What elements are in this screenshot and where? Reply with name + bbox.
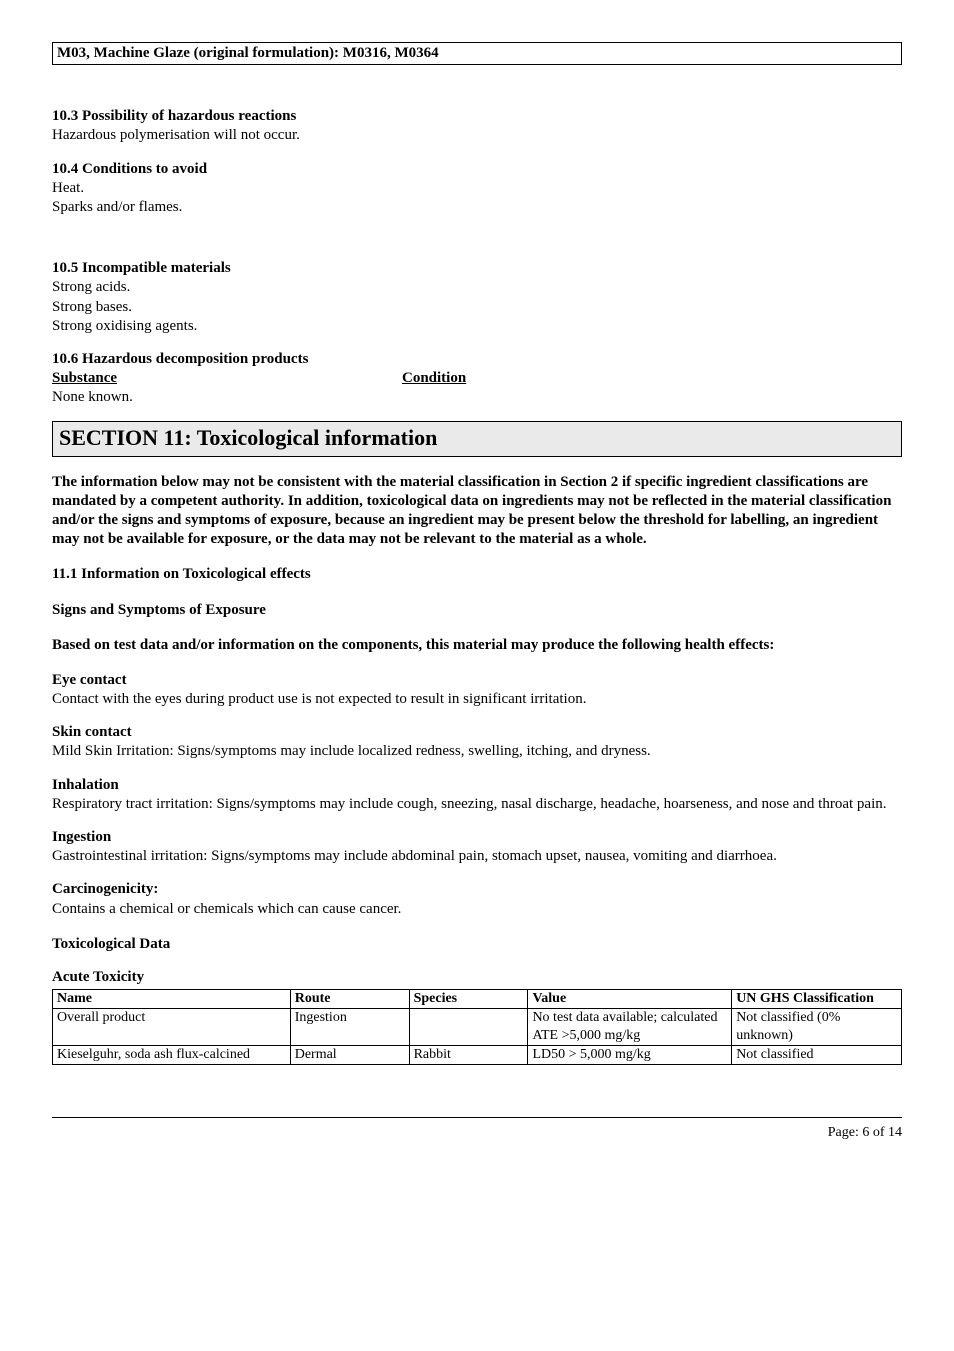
body-carcinogenicity: Contains a chemical or chemicals which c… [52,900,902,919]
td-species [409,1009,528,1046]
table-header-row: Name Route Species Value UN GHS Classifi… [53,990,902,1009]
heading-signs: Signs and Symptoms of Exposure [52,601,902,620]
td-classification: Not classified [732,1045,902,1064]
th-classification: UN GHS Classification [732,990,902,1009]
page-number: Page: 6 of 14 [828,1125,902,1140]
td-route: Dermal [290,1045,409,1064]
th-species: Species [409,990,528,1009]
heading-tox-data: Toxicological Data [52,935,902,954]
td-name: Kieselguhr, soda ash flux-calcined [53,1045,291,1064]
heading-10-4: 10.4 Conditions to avoid [52,160,902,179]
body-skin: Mild Skin Irritation: Signs/symptoms may… [52,742,902,761]
table-row: Overall product Ingestion No test data a… [53,1009,902,1046]
body-inhalation: Respiratory tract irritation: Signs/symp… [52,795,902,814]
body-10-3: Hazardous polymerisation will not occur. [52,126,902,145]
th-value: Value [528,990,732,1009]
heading-acute-toxicity: Acute Toxicity [52,968,902,987]
heading-eye: Eye contact [52,671,902,690]
heading-based-on: Based on test data and/or information on… [52,636,902,655]
page-footer: Page: 6 of 14 [52,1117,902,1142]
body-ingestion: Gastrointestinal irritation: Signs/sympt… [52,847,902,866]
col-substance: Substance [52,370,117,386]
heading-10-5: 10.5 Incompatible materials [52,259,902,278]
heading-10-6: 10.6 Hazardous decomposition products [52,350,902,369]
td-classification: Not classified (0% unknown) [732,1009,902,1046]
decomp-none: None known. [52,388,902,407]
body-10-5-line1: Strong acids. [52,278,902,297]
heading-ingestion: Ingestion [52,828,902,847]
body-10-5-line3: Strong oxidising agents. [52,317,902,336]
section-11-disclaimer: The information below may not be consist… [52,473,902,550]
heading-skin: Skin contact [52,723,902,742]
heading-10-3: 10.3 Possibility of hazardous reactions [52,107,902,126]
heading-inhalation: Inhalation [52,776,902,795]
th-route: Route [290,990,409,1009]
body-eye: Contact with the eyes during product use… [52,690,902,709]
body-10-4-line2: Sparks and/or flames. [52,198,902,217]
heading-11-1: 11.1 Information on Toxicological effect… [52,565,902,584]
td-value: No test data available; calculated ATE >… [528,1009,732,1046]
section-11-title: SECTION 11: Toxicological information [59,425,437,450]
body-10-5-line2: Strong bases. [52,298,902,317]
section-11-header: SECTION 11: Toxicological information [52,421,902,456]
td-name: Overall product [53,1009,291,1046]
td-route: Ingestion [290,1009,409,1046]
heading-carcinogenicity: Carcinogenicity: [52,880,902,899]
th-name: Name [53,990,291,1009]
td-species: Rabbit [409,1045,528,1064]
document-title-box: M03, Machine Glaze (original formulation… [52,42,902,65]
col-condition: Condition [402,370,466,386]
td-value: LD50 > 5,000 mg/kg [528,1045,732,1064]
decomp-header-row: Substance Condition [52,369,902,388]
body-10-4-line1: Heat. [52,179,902,198]
acute-toxicity-table: Name Route Species Value UN GHS Classifi… [52,989,902,1065]
document-title: M03, Machine Glaze (original formulation… [57,45,439,61]
table-row: Kieselguhr, soda ash flux-calcined Derma… [53,1045,902,1064]
